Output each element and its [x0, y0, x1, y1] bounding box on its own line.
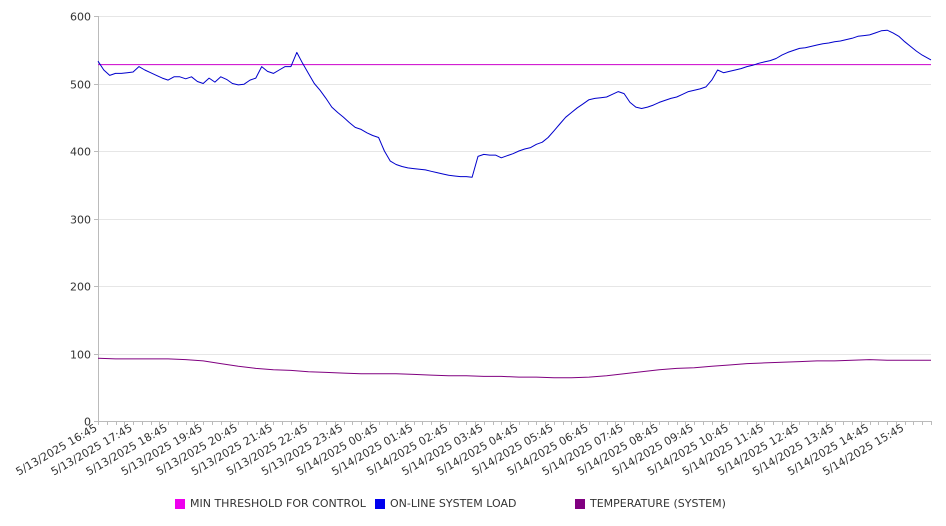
y-axis-ticks: 0 100 200 300 400 500 600 [70, 11, 98, 429]
legend-item-system-load: ON-LINE SYSTEM LOAD [375, 497, 516, 510]
legend-swatch [175, 498, 185, 509]
legend: MIN THRESHOLD FOR CONTROL ON-LINE SYSTEM… [0, 497, 946, 515]
legend-item-min-threshold: MIN THRESHOLD FOR CONTROL [175, 497, 366, 510]
y-tick-label: 200 [70, 281, 91, 294]
legend-label: ON-LINE SYSTEM LOAD [390, 497, 517, 510]
y-tick-label: 0 [84, 416, 91, 429]
legend-swatch [575, 498, 585, 509]
y-tick-label: 600 [70, 11, 91, 24]
gridlines [98, 16, 931, 355]
y-tick-label: 300 [70, 214, 91, 227]
legend-item-temperature: TEMPERATURE (SYSTEM) [575, 497, 726, 510]
y-tick-label: 400 [70, 146, 91, 159]
y-tick-label: 500 [70, 79, 91, 92]
series-line-3 [97, 357, 931, 379]
x-axis-ticks: 5/13/2025 16:455/13/2025 17:455/13/2025 … [14, 421, 932, 478]
series-line-2 [97, 29, 932, 178]
legend-label: TEMPERATURE (SYSTEM) [590, 497, 726, 510]
y-tick-label: 100 [70, 349, 91, 362]
series-lines [97, 29, 932, 379]
axes [98, 16, 931, 422]
legend-label: MIN THRESHOLD FOR CONTROL [190, 497, 366, 510]
legend-swatch [375, 498, 385, 509]
